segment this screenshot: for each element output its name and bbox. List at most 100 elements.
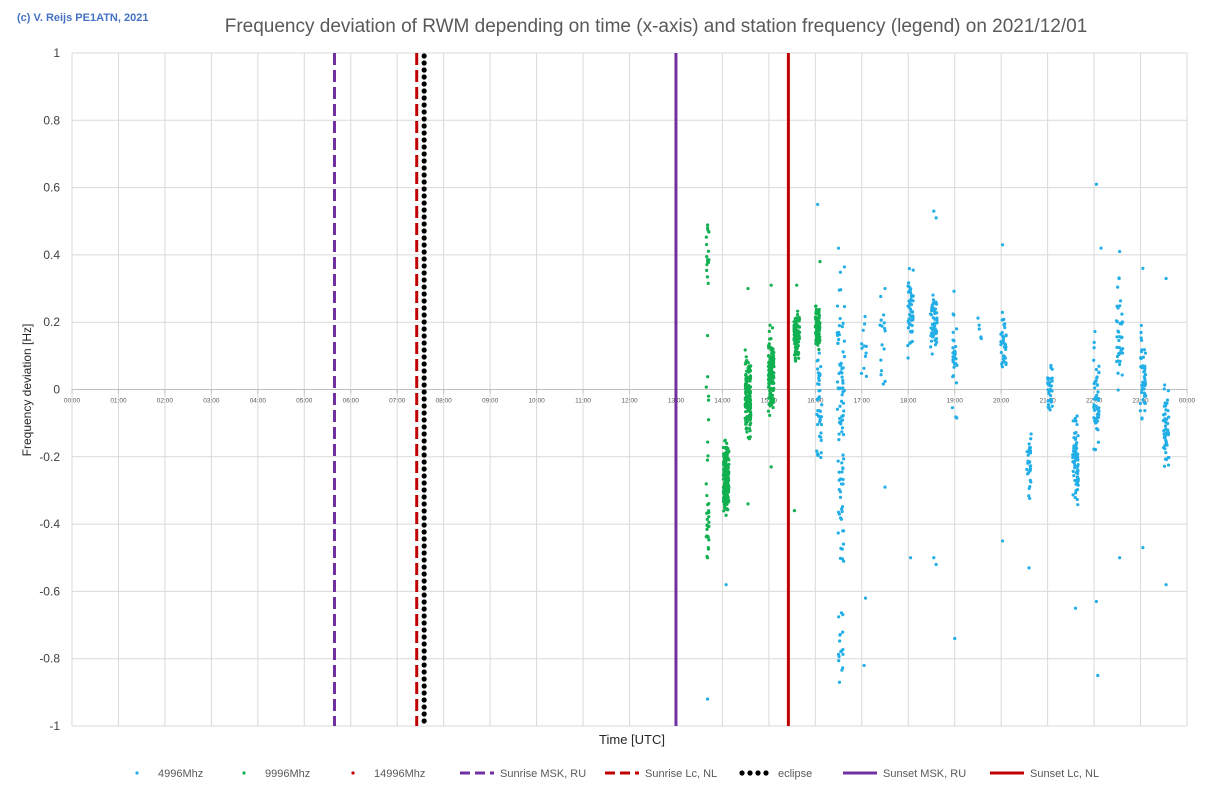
data-point: [768, 357, 772, 361]
data-point: [1003, 343, 1008, 347]
data-point: [931, 298, 936, 302]
eclipse-dot: [421, 60, 427, 66]
data-point: [746, 286, 750, 291]
data-point: [1071, 469, 1075, 473]
data-point: [704, 242, 709, 247]
data-point: [1143, 351, 1148, 355]
data-point: [911, 299, 915, 303]
data-point: [1074, 482, 1078, 486]
data-point: [1076, 434, 1080, 438]
data-point: [908, 322, 912, 327]
data-point: [1141, 380, 1145, 384]
data-point: [836, 246, 841, 250]
data-point: [793, 327, 797, 331]
data-point: [911, 294, 915, 298]
data-point: [1003, 356, 1007, 360]
eclipse-dot: [421, 585, 427, 591]
data-point: [722, 485, 726, 489]
data-point: [930, 352, 934, 356]
data-point: [748, 376, 752, 380]
data-point: [951, 338, 955, 342]
eclipse-dot: [421, 158, 427, 164]
data-point: [796, 329, 800, 333]
data-point: [841, 381, 845, 385]
eclipse-dot: [421, 669, 427, 675]
data-point: [882, 313, 886, 317]
data-point: [1162, 464, 1167, 468]
data-point: [951, 360, 955, 364]
data-point: [794, 322, 798, 327]
data-point: [842, 457, 846, 461]
x-tick-label: 12:00: [621, 398, 638, 405]
eclipse-dot: [421, 396, 427, 402]
eclipse-dot: [421, 242, 427, 248]
data-point: [817, 371, 821, 375]
data-point: [909, 318, 914, 322]
data-point: [1004, 362, 1008, 367]
data-point: [841, 612, 845, 617]
data-point: [841, 647, 845, 652]
data-point: [744, 372, 748, 377]
data-point: [1092, 405, 1096, 410]
data-point: [860, 346, 864, 350]
data-point: [1097, 409, 1101, 413]
data-point: [840, 375, 844, 379]
data-point: [840, 557, 845, 561]
data-point: [795, 339, 799, 343]
data-point: [1120, 351, 1125, 355]
eclipse-dot: [421, 599, 427, 605]
data-point: [770, 393, 775, 397]
data-point: [819, 435, 823, 439]
data-point: [841, 652, 845, 656]
data-point: [1166, 456, 1170, 460]
data-point: [814, 322, 818, 326]
eclipse-dot: [421, 200, 427, 206]
data-point: [1139, 323, 1143, 328]
data-point: [792, 336, 796, 340]
eclipse-dot: [421, 165, 427, 171]
data-point: [840, 393, 844, 397]
data-point: [929, 345, 933, 349]
data-point: [815, 422, 820, 427]
eclipse-dot: [421, 690, 427, 696]
data-point: [1164, 428, 1168, 432]
data-point: [768, 354, 772, 358]
data-point: [1115, 345, 1119, 349]
data-point: [1000, 539, 1005, 543]
data-point: [815, 449, 819, 453]
legend-label: 9996Mhz: [265, 768, 310, 780]
legend-item: Sunset Lc, NL: [990, 768, 1099, 780]
data-point: [722, 463, 726, 467]
data-point: [1049, 400, 1053, 404]
data-point: [999, 350, 1003, 355]
data-point: [1071, 493, 1075, 497]
data-point: [955, 416, 959, 420]
series-4996Mhz: [705, 182, 1171, 701]
legend: 4996Mhz 9996Mhz 14996Mhz Sunrise MSK, RU Sun…: [135, 768, 1099, 780]
data-point: [706, 509, 711, 513]
eclipse-dot: [421, 718, 427, 724]
eclipse-dot: [421, 515, 427, 521]
x-tick-label: 08:00: [436, 398, 453, 405]
data-point: [879, 373, 883, 377]
data-point: [838, 316, 842, 321]
data-point: [819, 455, 823, 460]
x-axis-label: Time [UTC]: [599, 732, 665, 747]
data-point: [1163, 417, 1167, 421]
data-point: [706, 281, 710, 285]
data-point: [1165, 398, 1170, 402]
data-point: [1120, 373, 1124, 377]
data-point: [767, 346, 771, 350]
data-point: [1025, 467, 1029, 472]
data-point: [838, 516, 843, 520]
eclipse-dot: [421, 676, 427, 682]
data-point: [841, 529, 846, 533]
data-point: [747, 391, 751, 395]
data-point: [838, 633, 842, 637]
event-line-eclipse: [421, 53, 427, 724]
data-point: [1139, 356, 1143, 361]
eclipse-dot: [421, 74, 427, 80]
data-point: [1096, 415, 1101, 419]
data-point: [1095, 426, 1099, 431]
data-point: [1004, 347, 1008, 352]
